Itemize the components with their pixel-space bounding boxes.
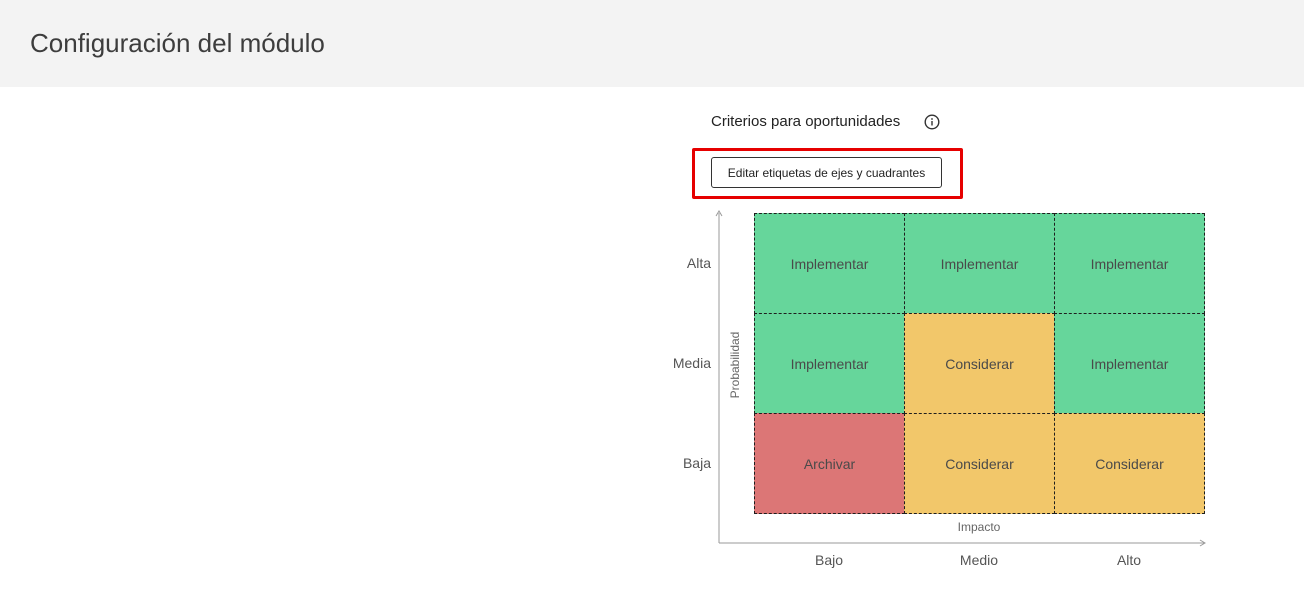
matrix-cell-media-bajo[interactable]: Implementar bbox=[754, 313, 905, 414]
y-axis-title: Probabilidad bbox=[728, 331, 742, 399]
matrix-cell-alta-alto[interactable]: Implementar bbox=[1054, 213, 1205, 314]
section-title: Criterios para oportunidades bbox=[711, 113, 901, 130]
matrix-cell-alta-bajo[interactable]: Implementar bbox=[754, 213, 905, 314]
matrix-cell-baja-medio[interactable]: Considerar bbox=[904, 413, 1055, 514]
column-label-medio: Medio bbox=[959, 552, 999, 568]
highlight-box bbox=[692, 148, 963, 199]
x-axis-title: Impacto bbox=[957, 520, 1001, 534]
matrix-cell-baja-alto[interactable]: Considerar bbox=[1054, 413, 1205, 514]
page-title: Configuración del módulo bbox=[30, 28, 325, 58]
matrix-cell-baja-bajo[interactable]: Archivar bbox=[754, 413, 905, 514]
row-label-media: Media bbox=[672, 355, 711, 371]
edit-labels-button[interactable]: Editar etiquetas de ejes y cuadrantes bbox=[711, 157, 942, 188]
column-label-bajo: Bajo bbox=[814, 552, 844, 568]
matrix-cell-alta-medio[interactable]: Implementar bbox=[904, 213, 1055, 314]
row-label-baja: Baja bbox=[682, 455, 711, 471]
matrix-cell-media-alto[interactable]: Implementar bbox=[1054, 313, 1205, 414]
page-header: Configuración del módulo bbox=[0, 0, 1304, 87]
opportunity-matrix: Implementar Implementar Implementar Impl… bbox=[754, 213, 1205, 514]
info-circle-icon[interactable] bbox=[924, 114, 940, 130]
row-label-alta: Alta bbox=[686, 255, 711, 271]
matrix-cell-media-medio[interactable]: Considerar bbox=[904, 313, 1055, 414]
column-label-alto: Alto bbox=[1116, 552, 1142, 568]
